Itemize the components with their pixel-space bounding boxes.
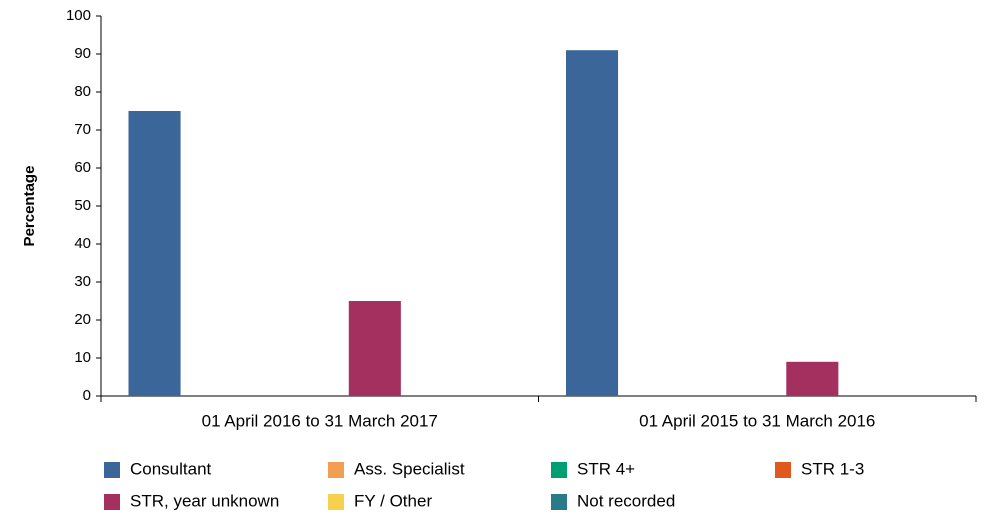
legend-swatch: [775, 462, 791, 478]
legend-swatch: [328, 462, 344, 478]
bar: [786, 361, 839, 396]
bar: [348, 301, 401, 396]
legend-swatch: [104, 462, 120, 478]
x-tick-label: 01 April 2016 to 31 March 2017: [202, 411, 438, 430]
y-tick-label: 0: [83, 387, 91, 404]
legend-label: FY / Other: [354, 491, 432, 510]
legend-label: STR 4+: [577, 459, 635, 478]
legend-label: Consultant: [130, 459, 212, 478]
legend-label: STR 1-3: [801, 459, 864, 478]
legend-swatch: [551, 494, 567, 510]
y-axis-label: Percentage: [21, 166, 38, 247]
y-tick-label: 40: [74, 235, 91, 252]
legend-label: Not recorded: [577, 491, 675, 510]
legend-label: Ass. Specialist: [354, 459, 465, 478]
legend-swatch: [328, 494, 344, 510]
y-tick-label: 10: [74, 349, 91, 366]
y-tick-label: 70: [74, 121, 91, 138]
legend-swatch: [104, 494, 120, 510]
y-tick-label: 60: [74, 159, 91, 176]
y-tick-label: 100: [66, 7, 91, 24]
bar: [566, 50, 619, 396]
bar: [128, 111, 181, 396]
y-tick-label: 80: [74, 83, 91, 100]
legend-label: STR, year unknown: [130, 491, 279, 510]
y-tick-label: 20: [74, 311, 91, 328]
y-tick-label: 50: [74, 197, 91, 214]
y-tick-label: 90: [74, 45, 91, 62]
x-tick-label: 01 April 2015 to 31 March 2016: [639, 411, 875, 430]
y-tick-label: 30: [74, 273, 91, 290]
legend-swatch: [551, 462, 567, 478]
